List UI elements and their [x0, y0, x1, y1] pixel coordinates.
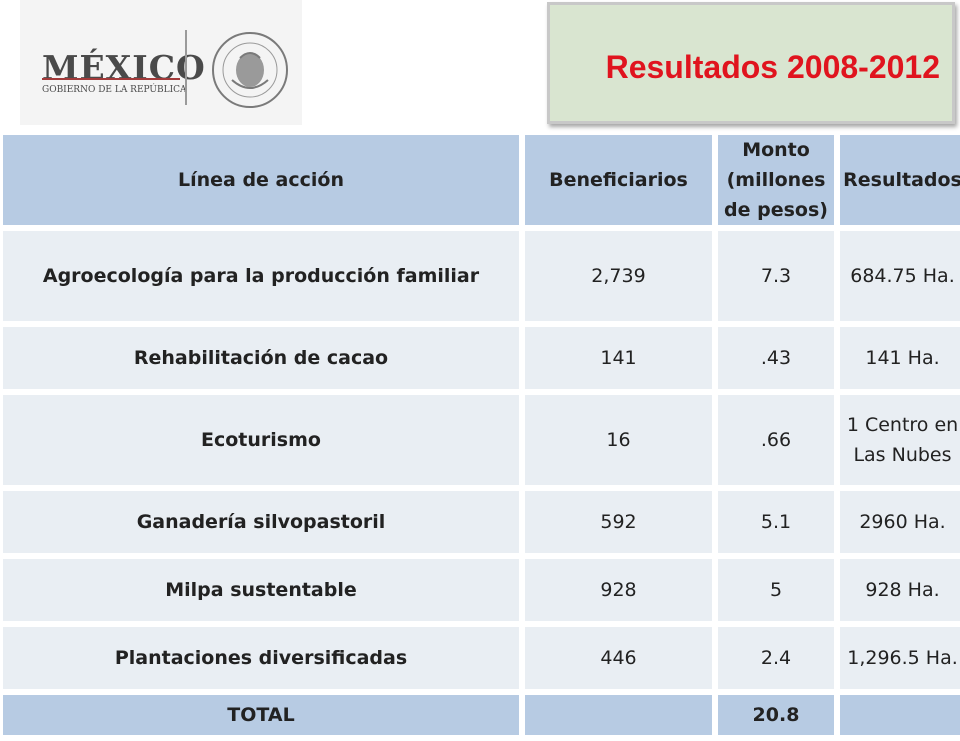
logo-red-line	[42, 78, 180, 80]
cell-resultados: 1 Centro en Las Nubes	[840, 395, 960, 485]
cell-monto: 5.1	[718, 491, 834, 553]
cell-resultados: 1,296.5 Ha.	[840, 627, 960, 689]
cell-linea: Ecoturismo	[3, 395, 519, 485]
table-row: Milpa sustentable 928 5 928 Ha.	[3, 559, 960, 621]
cell-beneficiarios: 2,739	[525, 231, 712, 321]
cell-resultados: 928 Ha.	[840, 559, 960, 621]
title-box: Resultados 2008-2012	[547, 2, 955, 124]
results-table: Línea de acción Beneficiarios Monto (mil…	[0, 129, 960, 741]
cell-linea: Ganadería silvopastoril	[3, 491, 519, 553]
table-row: Plantaciones diversificadas 446 2.4 1,29…	[3, 627, 960, 689]
header-monto: Monto (millones de pesos)	[718, 135, 834, 225]
cell-beneficiarios: 141	[525, 327, 712, 389]
cell-monto: 2.4	[718, 627, 834, 689]
table-header-row: Línea de acción Beneficiarios Monto (mil…	[3, 135, 960, 225]
cell-linea: Plantaciones diversificadas	[3, 627, 519, 689]
header-beneficiarios: Beneficiarios	[525, 135, 712, 225]
cell-resultados: 2960 Ha.	[840, 491, 960, 553]
table-total-row: TOTAL 20.8	[3, 695, 960, 735]
cell-resultados: 141 Ha.	[840, 327, 960, 389]
cell-monto: 5	[718, 559, 834, 621]
cell-beneficiarios: 928	[525, 559, 712, 621]
total-resultados	[840, 695, 960, 735]
coat-of-arms-seal-icon	[212, 32, 288, 108]
cell-monto: .66	[718, 395, 834, 485]
table-row: Ganadería silvopastoril 592 5.1 2960 Ha.	[3, 491, 960, 553]
cell-beneficiarios: 592	[525, 491, 712, 553]
cell-monto: .43	[718, 327, 834, 389]
cell-beneficiarios: 446	[525, 627, 712, 689]
logo-divider	[185, 30, 187, 105]
logo-country-text: MÉXICO	[42, 48, 206, 87]
logo-government-text: GOBIERNO DE LA REPÚBLICA	[42, 85, 187, 95]
cell-beneficiarios: 16	[525, 395, 712, 485]
header-linea: Línea de acción	[3, 135, 519, 225]
total-monto: 20.8	[718, 695, 834, 735]
government-logo: MÉXICO GOBIERNO DE LA REPÚBLICA	[20, 0, 302, 125]
total-beneficiarios	[525, 695, 712, 735]
cell-monto: 7.3	[718, 231, 834, 321]
table-row: Rehabilitación de cacao 141 .43 141 Ha.	[3, 327, 960, 389]
header-resultados: Resultados	[840, 135, 960, 225]
cell-linea: Rehabilitación de cacao	[3, 327, 519, 389]
page-title: Resultados 2008-2012	[605, 49, 940, 85]
table-row: Ecoturismo 16 .66 1 Centro en Las Nubes	[3, 395, 960, 485]
cell-linea: Milpa sustentable	[3, 559, 519, 621]
cell-resultados: 684.75 Ha.	[840, 231, 960, 321]
total-label: TOTAL	[3, 695, 519, 735]
table-row: Agroecología para la producción familiar…	[3, 231, 960, 321]
cell-linea: Agroecología para la producción familiar	[3, 231, 519, 321]
